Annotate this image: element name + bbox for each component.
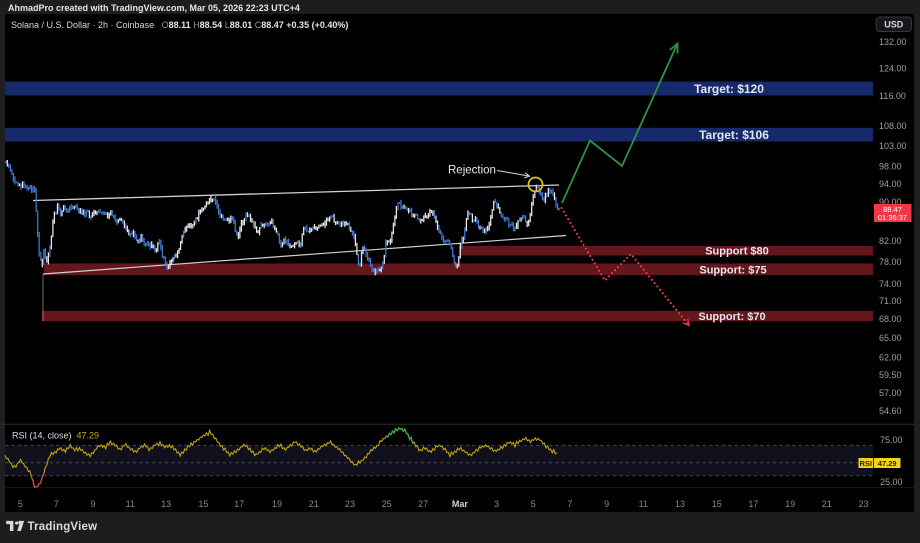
svg-text:11: 11 [639, 499, 648, 509]
svg-text:21: 21 [822, 499, 832, 509]
svg-text:75.00: 75.00 [880, 435, 903, 445]
svg-text:132.00: 132.00 [879, 37, 907, 47]
svg-text:25.00: 25.00 [880, 477, 903, 487]
svg-text:65.00: 65.00 [879, 333, 902, 343]
svg-text:88.47: 88.47 [883, 205, 902, 214]
svg-text:Support: $70: Support: $70 [698, 311, 765, 323]
svg-text:71.00: 71.00 [879, 296, 902, 306]
svg-text:15: 15 [712, 499, 722, 509]
svg-text:Support: $75: Support: $75 [699, 264, 766, 276]
svg-text:7: 7 [54, 499, 59, 509]
svg-text:124.00: 124.00 [879, 63, 907, 73]
svg-text:94.00: 94.00 [879, 179, 902, 189]
svg-text:23: 23 [858, 499, 868, 509]
svg-text:108.00: 108.00 [879, 121, 907, 131]
svg-text:11: 11 [126, 499, 135, 509]
svg-text:Rejection: Rejection [448, 165, 496, 177]
svg-text:19: 19 [272, 499, 282, 509]
svg-text:Mar: Mar [452, 499, 469, 509]
svg-text:7: 7 [567, 499, 572, 509]
svg-text:74.00: 74.00 [879, 279, 902, 289]
svg-text:57.00: 57.00 [879, 388, 902, 398]
svg-text:103.00: 103.00 [879, 141, 907, 151]
svg-text:23: 23 [345, 499, 355, 509]
svg-text:82.00: 82.00 [879, 236, 902, 246]
svg-text:3: 3 [494, 499, 499, 509]
svg-text:TradingView: TradingView [28, 521, 98, 533]
svg-text:68.00: 68.00 [879, 314, 902, 324]
svg-text:13: 13 [161, 499, 171, 509]
svg-text:98.00: 98.00 [879, 162, 902, 172]
svg-text:25: 25 [382, 499, 392, 509]
svg-text:54.60: 54.60 [879, 406, 902, 416]
svg-text:90.00: 90.00 [879, 197, 902, 207]
svg-text:Target: $106: Target: $106 [699, 128, 769, 142]
svg-text:62.00: 62.00 [879, 353, 902, 363]
svg-text:Support $80: Support $80 [705, 246, 769, 258]
svg-text:17: 17 [234, 499, 244, 509]
svg-text:17: 17 [748, 499, 758, 509]
svg-text:Target: $120: Target: $120 [694, 82, 764, 96]
svg-text:AhmadPro created with TradingV: AhmadPro created with TradingView.com, M… [8, 3, 300, 13]
svg-text:47.29: 47.29 [878, 459, 897, 468]
svg-text:5: 5 [531, 499, 536, 509]
svg-text:USD: USD [884, 20, 904, 30]
svg-text:RSI: RSI [859, 459, 872, 468]
svg-text:01:36:37: 01:36:37 [878, 213, 907, 222]
svg-text:15: 15 [198, 499, 208, 509]
svg-text:78.00: 78.00 [879, 257, 902, 267]
svg-text:21: 21 [309, 499, 319, 509]
svg-text:9: 9 [90, 499, 95, 509]
svg-text:27: 27 [418, 499, 428, 509]
svg-text:RSI (14, close) 47.29: RSI (14, close) 47.29 [12, 431, 99, 441]
svg-text:59.50: 59.50 [879, 370, 902, 380]
svg-text:116.00: 116.00 [879, 91, 906, 101]
svg-text:19: 19 [785, 499, 795, 509]
svg-text:5: 5 [18, 499, 23, 509]
svg-text:Solana / U.S. Dollar · 2h · Co: Solana / U.S. Dollar · 2h · Coinbase O88… [11, 20, 348, 30]
svg-text:13: 13 [675, 499, 685, 509]
svg-text:9: 9 [604, 499, 609, 509]
